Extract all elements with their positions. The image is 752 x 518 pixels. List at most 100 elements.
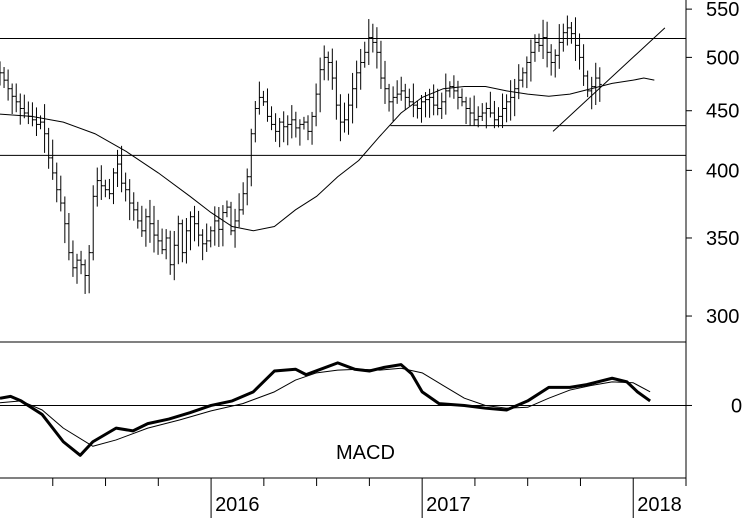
price-bar bbox=[569, 21, 574, 44]
price-bar bbox=[87, 245, 92, 294]
price-bar bbox=[188, 211, 193, 251]
price-bar bbox=[427, 88, 432, 118]
price-bar bbox=[565, 15, 570, 46]
price-bar bbox=[164, 229, 169, 260]
x-tick-label: 2018 bbox=[637, 494, 682, 516]
price-bar bbox=[265, 88, 270, 122]
price-bar bbox=[131, 192, 136, 221]
price-bar bbox=[115, 149, 120, 187]
price-bar bbox=[58, 175, 63, 212]
price-bar bbox=[545, 21, 550, 68]
price-bar bbox=[306, 115, 311, 141]
price-bar bbox=[358, 48, 363, 90]
y-tick-label: 550 bbox=[706, 0, 739, 21]
price-bar bbox=[577, 33, 582, 70]
price-bar bbox=[447, 81, 452, 98]
price-bar bbox=[46, 127, 51, 169]
price-bar bbox=[476, 106, 481, 128]
x-axis: 2016 2017 2018 bbox=[52, 478, 687, 518]
price-bar bbox=[366, 19, 371, 65]
price-bar bbox=[508, 80, 513, 121]
price-bar bbox=[597, 67, 602, 102]
price-bar bbox=[585, 70, 590, 98]
price-bar bbox=[411, 83, 416, 118]
price-bar bbox=[18, 93, 23, 125]
price-bar bbox=[435, 88, 440, 116]
price-bar bbox=[395, 80, 400, 104]
price-bar bbox=[391, 86, 396, 122]
price-bar bbox=[464, 96, 469, 125]
price-bar bbox=[212, 206, 217, 246]
macd-signal-line bbox=[0, 367, 651, 447]
y-axis: 300 350 400 450 500 550 0 bbox=[686, 0, 742, 417]
price-bar bbox=[269, 106, 274, 131]
price-bar bbox=[152, 205, 157, 253]
price-bar bbox=[472, 95, 477, 126]
price-bar bbox=[581, 44, 586, 86]
price-bar bbox=[455, 80, 460, 110]
price-bar bbox=[160, 228, 165, 255]
price-bar bbox=[253, 100, 258, 143]
price-bar bbox=[245, 168, 250, 206]
price-bar bbox=[334, 60, 339, 120]
price-bar bbox=[480, 103, 485, 121]
x-tick-label: 2017 bbox=[426, 494, 471, 516]
price-bar bbox=[310, 111, 315, 145]
price-panel bbox=[0, 15, 686, 294]
price-bar bbox=[516, 64, 521, 100]
price-bar bbox=[293, 111, 298, 138]
price-bar bbox=[553, 49, 558, 78]
price-bar bbox=[537, 33, 542, 52]
price-bar bbox=[346, 93, 351, 135]
price-bar bbox=[541, 19, 546, 60]
price-bar bbox=[75, 253, 80, 284]
price-bar bbox=[147, 199, 152, 243]
price-bar bbox=[277, 117, 282, 148]
y-tick-label: 500 bbox=[706, 47, 739, 69]
price-bar bbox=[156, 219, 161, 255]
price-bar bbox=[496, 107, 501, 128]
price-bar bbox=[233, 208, 238, 248]
price-bar bbox=[249, 128, 254, 187]
price-bar bbox=[127, 179, 132, 221]
price-bar bbox=[281, 111, 286, 143]
price-bar bbox=[354, 60, 359, 109]
price-bar bbox=[289, 105, 294, 139]
price-bar bbox=[0, 61, 2, 86]
price-bar bbox=[399, 76, 404, 101]
price-bar bbox=[196, 210, 201, 247]
price-bar bbox=[66, 213, 71, 261]
price-bar bbox=[261, 90, 266, 106]
price-bar bbox=[237, 193, 242, 228]
price-bar bbox=[322, 45, 327, 81]
price-bar bbox=[500, 93, 505, 129]
price-bar bbox=[22, 94, 27, 119]
price-bar bbox=[557, 24, 562, 69]
price-bar bbox=[107, 178, 112, 200]
price-bar bbox=[520, 67, 525, 88]
price-bar bbox=[200, 229, 205, 261]
price-bar bbox=[50, 139, 55, 180]
price-bar bbox=[374, 27, 379, 69]
price-bar bbox=[512, 78, 517, 117]
trendline bbox=[552, 27, 666, 132]
price-bar bbox=[220, 205, 225, 247]
price-bar bbox=[14, 83, 19, 113]
price-bar bbox=[314, 83, 319, 127]
macd-line bbox=[0, 361, 651, 457]
price-bar bbox=[26, 101, 31, 125]
price-bar bbox=[54, 162, 59, 203]
price-bar bbox=[70, 240, 75, 277]
price-bar bbox=[285, 115, 290, 146]
price-bar bbox=[123, 172, 128, 202]
price-bar bbox=[241, 182, 246, 215]
price-bar bbox=[273, 113, 278, 142]
price-bar bbox=[172, 230, 177, 281]
price-bar bbox=[492, 100, 497, 129]
price-bar bbox=[216, 207, 221, 247]
price-bar bbox=[34, 107, 39, 136]
price-bar bbox=[62, 196, 67, 244]
price-bar bbox=[338, 94, 343, 142]
price-bar bbox=[297, 119, 302, 146]
price-bar bbox=[350, 72, 355, 124]
